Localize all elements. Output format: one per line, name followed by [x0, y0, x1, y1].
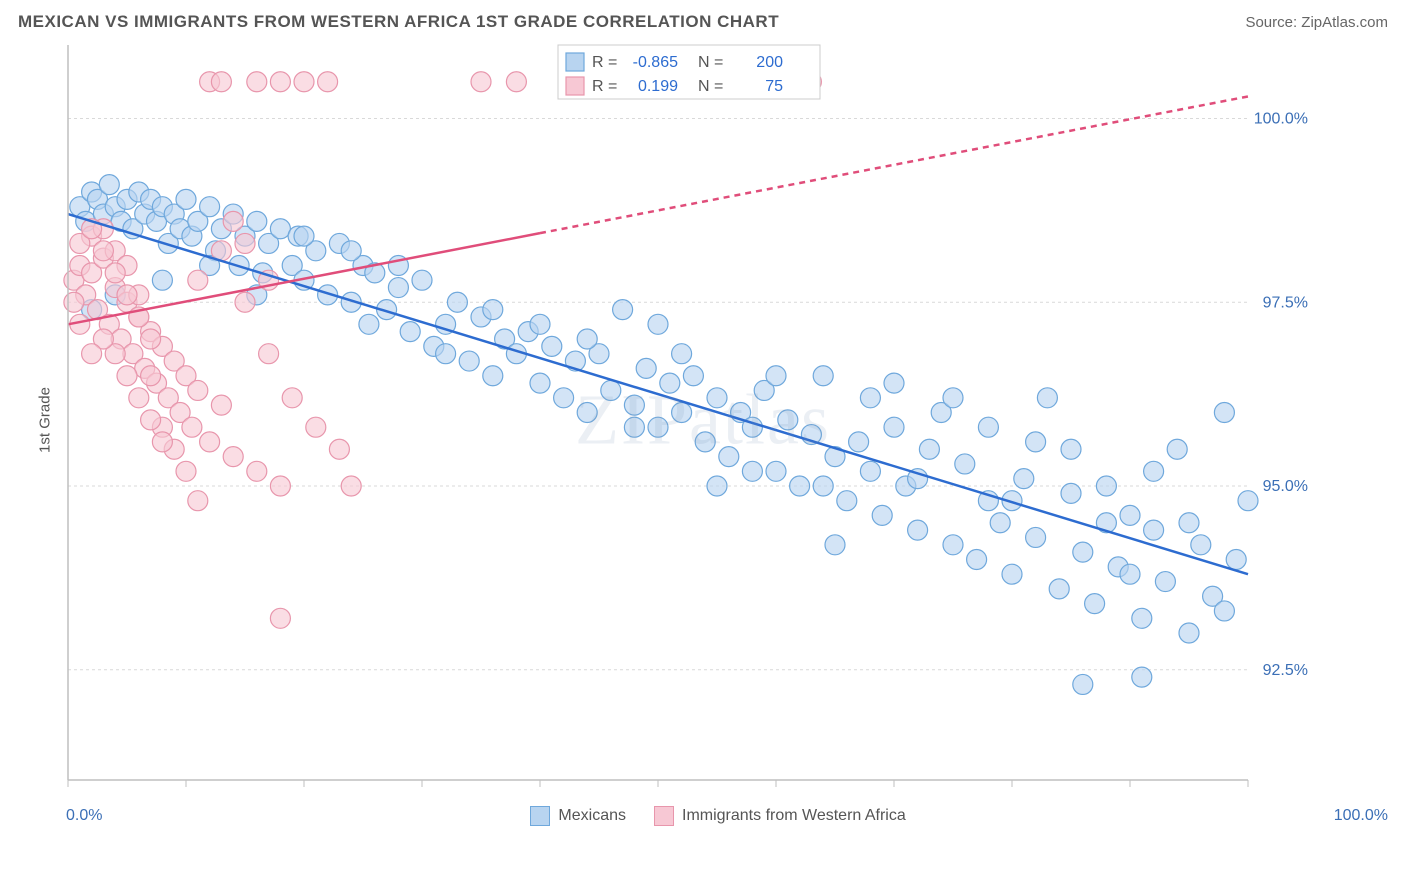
svg-text:97.5%: 97.5% [1263, 294, 1308, 311]
x-axis-max-label: 100.0% [1334, 807, 1388, 825]
legend-swatch [654, 806, 674, 826]
svg-text:R =: R = [592, 78, 617, 95]
y-axis-label: 1st Grade [36, 387, 53, 453]
svg-text:200: 200 [756, 54, 783, 71]
x-axis-row: 0.0% Mexicans Immigrants from Western Afr… [0, 800, 1406, 826]
legend-swatch [530, 806, 550, 826]
svg-text:N =: N = [698, 78, 723, 95]
svg-text:75: 75 [765, 78, 783, 95]
svg-text:-0.865: -0.865 [633, 54, 678, 71]
chart-title: MEXICAN VS IMMIGRANTS FROM WESTERN AFRIC… [18, 12, 779, 32]
legend-item: Immigrants from Western Africa [654, 806, 906, 826]
svg-text:95.0%: 95.0% [1263, 478, 1308, 495]
scatter-plot: 92.5% 95.0% 97.5% 100.0% R = -0.865 N = 200 R = 0… [18, 40, 1318, 800]
source-label: Source: ZipAtlas.com [1245, 14, 1388, 31]
chart-area: 1st Grade ZIPatlas 92.5%95.0%97.5%100.0%… [18, 40, 1388, 800]
x-axis-min-label: 0.0% [66, 807, 102, 825]
svg-text:R =: R = [592, 54, 617, 71]
legend-label: Immigrants from Western Africa [682, 807, 906, 825]
legend-label: Mexicans [558, 807, 626, 825]
svg-text:N =: N = [698, 54, 723, 71]
legend-item: Mexicans [530, 806, 626, 826]
svg-text:100.0%: 100.0% [1254, 111, 1308, 128]
svg-text:0.199: 0.199 [638, 78, 678, 95]
svg-text:92.5%: 92.5% [1263, 662, 1308, 679]
bottom-legend: Mexicans Immigrants from Western Africa [530, 806, 905, 826]
